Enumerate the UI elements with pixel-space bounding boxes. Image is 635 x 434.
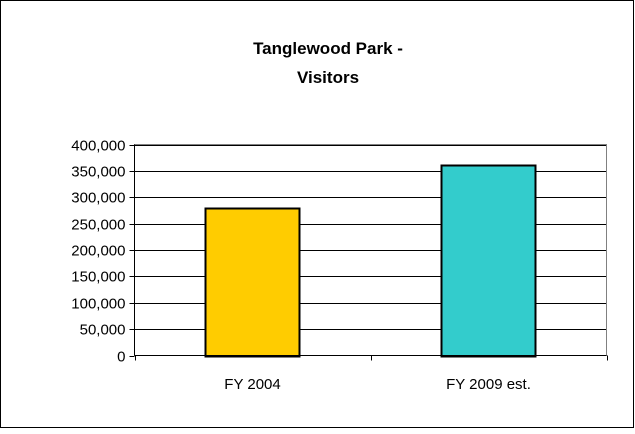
bars bbox=[204, 164, 537, 358]
x-tick-label: FY 2009 est. bbox=[446, 376, 531, 393]
y-tick-label: 300,000 bbox=[71, 190, 125, 207]
x-tick-label: FY 2004 bbox=[224, 376, 280, 393]
y-tick-label: 350,000 bbox=[71, 164, 125, 181]
chart-title-line-2: Visitors bbox=[297, 68, 359, 87]
y-tick-label: 400,000 bbox=[71, 138, 125, 155]
y-tick-label: 150,000 bbox=[71, 269, 125, 286]
y-tick-label: 0 bbox=[117, 349, 125, 366]
x-axis-ticks: FY 2004 FY 2009 est. bbox=[135, 355, 608, 393]
y-tick-label: 200,000 bbox=[71, 243, 125, 260]
bar-fy-2009-est bbox=[440, 164, 537, 358]
y-tick-label: 50,000 bbox=[80, 322, 126, 339]
y-axis-ticks: 0 50,000 100,000 150,000 200,000 250,000 300,0… bbox=[71, 138, 135, 366]
chart-title-line-1: Tanglewood Park - bbox=[253, 39, 403, 58]
y-tick-label: 100,000 bbox=[71, 296, 125, 313]
y-tick-label: 250,000 bbox=[71, 217, 125, 234]
bar-fy-2004 bbox=[204, 207, 301, 358]
